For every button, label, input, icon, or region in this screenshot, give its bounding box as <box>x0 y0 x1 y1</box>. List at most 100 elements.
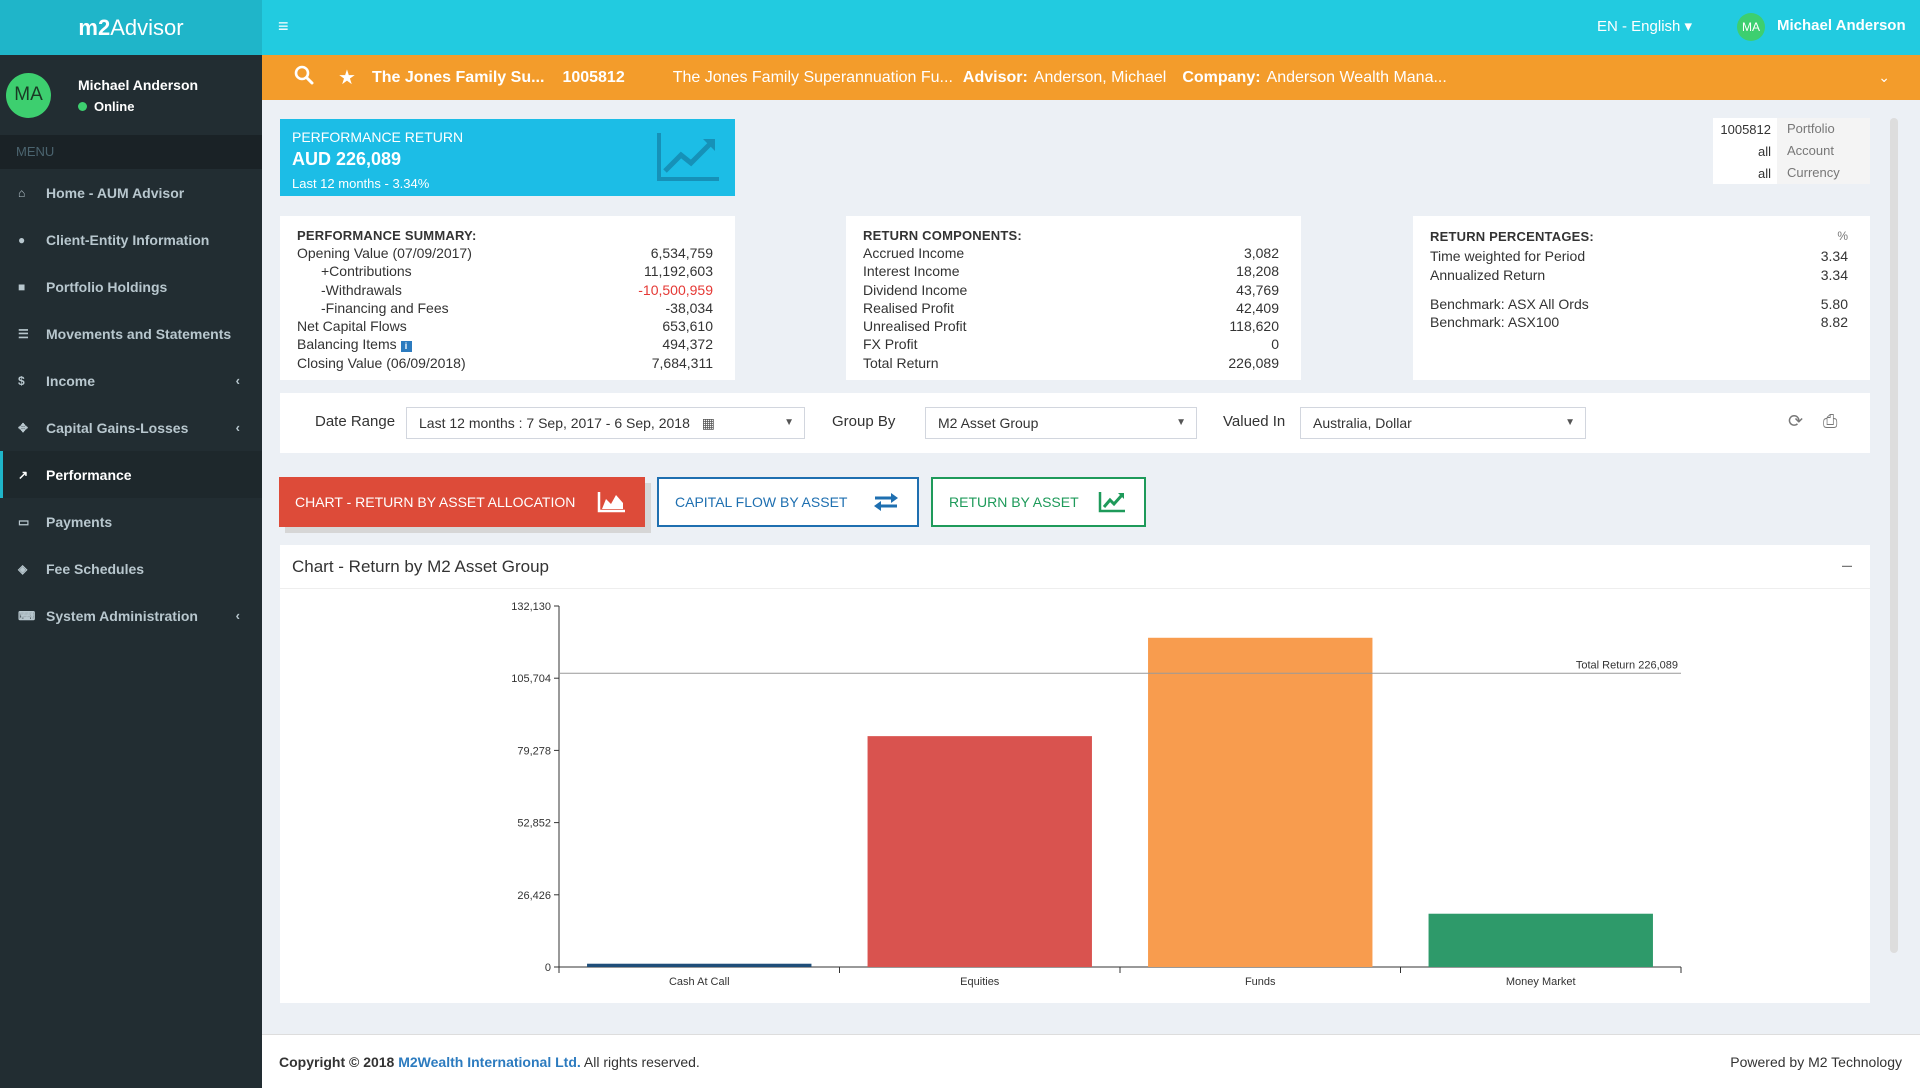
sidebar-item-capital-gains[interactable]: ✥ Capital Gains-Losses ‹ <box>18 419 240 436</box>
minimize-icon[interactable]: – <box>1841 555 1852 575</box>
info-icon[interactable]: i <box>400 341 412 353</box>
star-icon[interactable]: ★ <box>338 67 356 89</box>
avatar: MA <box>6 72 51 118</box>
user-status: Online <box>78 99 198 114</box>
percentage-row: Time weighted for Period 3.34 <box>1430 248 1848 265</box>
return-by-asset-button[interactable]: RETURN BY ASSET <box>931 477 1146 527</box>
date-range-label: Date Range <box>315 413 396 430</box>
bar-chart: 0 26,426 52,852 79,278 105,704 132,130 Cash At… <box>511 601 1682 988</box>
line-chart-icon: ↗ <box>18 467 29 482</box>
chevron-down-icon[interactable]: ⌄ <box>1878 69 1890 85</box>
bar <box>1428 913 1653 967</box>
divider <box>280 588 1870 589</box>
sidebar-item-movements[interactable]: ☰ Movements and Statements <box>18 325 232 342</box>
total-return-label: Total Return 226,089 <box>1576 659 1678 671</box>
sidebar-item-system-admin[interactable]: ⌨ System Administration ‹ <box>18 607 240 624</box>
dollar-icon: $ <box>18 373 25 388</box>
top-navbar: ≡ EN - English ▾ MA Michael Anderson <box>262 0 1920 55</box>
summary-row: Balancing Items i 494,372 <box>297 336 713 353</box>
group-by-select[interactable]: M2 Asset Group ▼ <box>925 407 1197 439</box>
component-row: Unrealised Profit 118,620 <box>863 318 1279 335</box>
sidebar: m2 Advisor MA Michael Anderson Online MEN… <box>0 0 262 1088</box>
copyright: Copyright © 2018 M2Wealth International … <box>279 1054 700 1070</box>
component-row: Total Return 226,089 <box>863 354 1279 371</box>
component-row: Accrued Income 3,082 <box>863 245 1279 261</box>
chart-return-by-asset-allocation-button[interactable]: CHART - RETURN BY ASSET ALLOCATION <box>279 477 645 527</box>
y-tick-label: 52,852 <box>517 818 551 830</box>
list-icon: ☰ <box>18 326 29 341</box>
company-label: Company: <box>1182 68 1261 86</box>
scrollbar[interactable] <box>1890 118 1898 953</box>
sidebar-item-client-entity[interactable]: ● Client-Entity Information <box>18 231 210 248</box>
summary-row: Closing Value (06/09/2018) 7,684,311 <box>297 354 713 371</box>
return-percentages-panel: RETURN PERCENTAGES:% Time weighted for P… <box>1413 216 1870 380</box>
y-tick-label: 132,130 <box>511 601 551 613</box>
fund-short-name: The Jones Family Su... <box>371 68 545 86</box>
summary-title: PERFORMANCE SUMMARY: <box>297 228 477 243</box>
x-tick-label: Cash At Call <box>669 976 730 988</box>
selection-row: all Currency <box>1713 162 1870 184</box>
return-components-panel: RETURN COMPONENTS: Accrued Income 3,082 I… <box>846 216 1301 380</box>
benchmark-row: Benchmark: ASX100 8.82 <box>1430 314 1848 331</box>
sidebar-item-payments[interactable]: ▭ Payments <box>18 513 113 530</box>
bar <box>867 736 1092 967</box>
selection-row: 1005812 Portfolio <box>1713 118 1870 140</box>
footer: Copyright © 2018 M2Wealth International … <box>262 1034 1920 1088</box>
sidebar-item-fee-schedules[interactable]: ◈ Fee Schedules <box>18 560 145 577</box>
fund-long-name: The Jones Family Superannuation Fu... <box>672 68 953 86</box>
y-tick-label: 79,278 <box>517 745 551 757</box>
chevron-left-icon: ‹ <box>235 608 240 623</box>
valued-in-select[interactable]: Australia, Dollar ▼ <box>1300 407 1586 439</box>
user-panel: MA Michael Anderson Online <box>0 55 262 135</box>
print-icon[interactable]: ⎙ <box>1823 411 1838 431</box>
filter-bar: Date Range Last 12 months : 7 Sep, 2017 … <box>280 393 1870 453</box>
exchange-icon <box>874 493 898 511</box>
home-icon: ⌂ <box>18 185 26 200</box>
sidebar-item-home[interactable]: ⌂ Home - AUM Advisor <box>18 184 185 201</box>
group-by-label: Group By <box>832 413 896 430</box>
company-value: Anderson Wealth Mana... <box>1266 68 1447 86</box>
calendar-icon: ▦ <box>701 415 715 431</box>
selection-table: 1005812 Portfolio all Account all Currency <box>1713 118 1870 184</box>
line-chart-icon <box>1098 492 1125 513</box>
perf-period: Last 12 months - 3.34% <box>292 176 430 191</box>
x-tick-label: Funds <box>1245 976 1276 988</box>
sidebar-item-performance[interactable]: ↗ Performance <box>0 451 262 498</box>
sidebar-item-income[interactable]: $ Income ‹ <box>18 372 240 389</box>
chart-title: Chart - Return by M2 Asset Group <box>292 557 549 576</box>
user-name: Michael Anderson <box>78 76 199 93</box>
capital-flow-by-asset-button[interactable]: CAPITAL FLOW BY ASSET <box>657 477 919 527</box>
brand-logo[interactable]: m2 Advisor <box>0 0 262 55</box>
briefcase-icon: ■ <box>18 279 26 294</box>
advisor-value: Anderson, Michael <box>1033 68 1167 86</box>
perf-amount: AUD 226,089 <box>292 149 402 169</box>
refresh-icon[interactable]: ⟳ <box>1788 411 1804 431</box>
date-range-select[interactable]: Last 12 months : 7 Sep, 2017 - 6 Sep, 20… <box>406 407 805 439</box>
chart-panel: Chart - Return by M2 Asset Group – 0 26,4… <box>280 545 1870 1003</box>
account-number: 1005812 <box>562 68 625 86</box>
component-row: FX Profit 0 <box>863 336 1279 353</box>
powered-by: Powered by M2 Technology <box>1730 1054 1902 1070</box>
valued-in-label: Valued In <box>1223 413 1286 430</box>
component-row: Dividend Income 43,769 <box>863 281 1279 298</box>
top-avatar[interactable]: MA <box>1737 13 1765 41</box>
x-tick-label: Money Market <box>1506 976 1576 988</box>
top-user-name[interactable]: Michael Anderson <box>1777 17 1906 34</box>
summary-row: Net Capital Flows 653,610 <box>297 318 713 335</box>
components-title: RETURN COMPONENTS: <box>863 228 1022 243</box>
credit-card-icon: ▭ <box>18 514 30 529</box>
bar <box>1148 637 1373 967</box>
component-row: Interest Income 18,208 <box>863 263 1279 280</box>
company-link[interactable]: M2Wealth International Ltd. <box>398 1054 581 1070</box>
sidebar-item-portfolio-holdings[interactable]: ■ Portfolio Holdings <box>18 278 168 295</box>
tag-icon: ◈ <box>18 561 28 576</box>
perf-title: PERFORMANCE RETURN <box>292 129 464 145</box>
caret-down-icon: ▼ <box>1176 417 1186 428</box>
summary-row: +Contributions 11,192,603 <box>321 263 713 280</box>
bar <box>587 963 812 967</box>
language-selector[interactable]: EN - English ▾ <box>1597 18 1693 35</box>
menu-header: MENU <box>0 135 262 169</box>
area-chart-icon <box>597 492 625 513</box>
search-icon[interactable] <box>294 65 314 91</box>
hamburger-menu-icon[interactable]: ≡ <box>278 16 289 36</box>
